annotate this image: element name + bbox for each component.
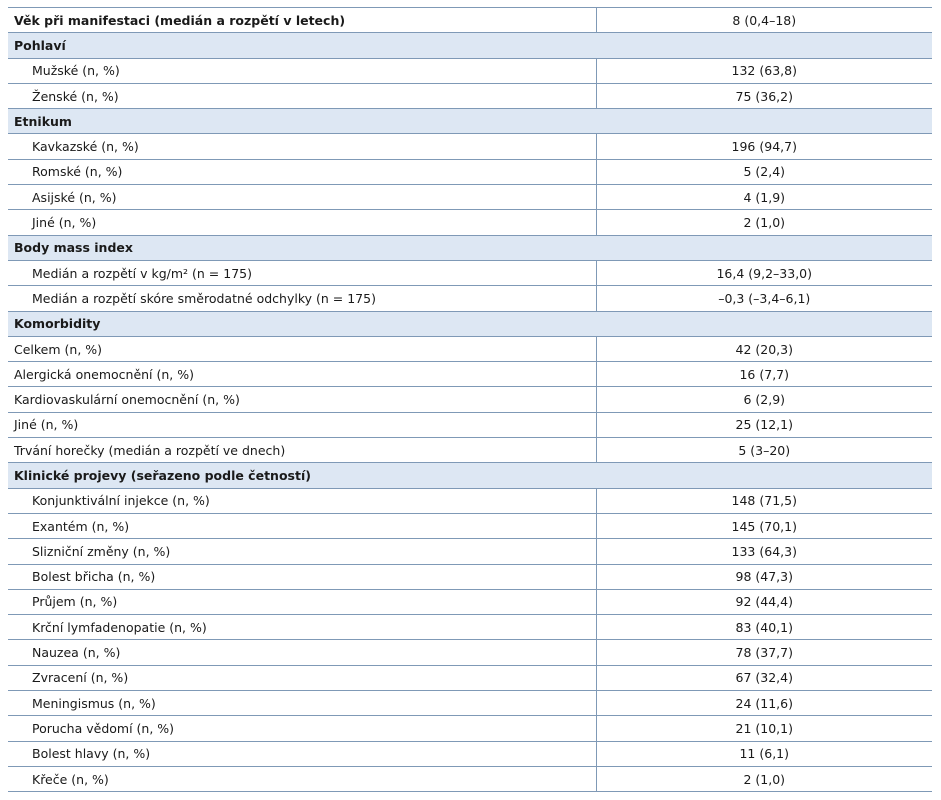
- row-label: Jiné (n, %): [8, 411, 597, 439]
- row-label: Konjunktivální injekce (n, %): [8, 487, 597, 514]
- row-label: Celkem (n, %): [8, 335, 597, 363]
- row-label: Kardiovaskulární onemocnění (n, %): [8, 386, 597, 413]
- row-label: Zvracení (n, %): [8, 664, 597, 692]
- table-row: Porucha vědomí (n, %) 21 (10,1): [8, 715, 932, 742]
- row-value: 145 (70,1): [596, 512, 932, 540]
- row-label: Kavkazské (n, %): [8, 133, 597, 160]
- table-body: Věk při manifestaci (medián a rozpětí v …: [8, 6, 932, 793]
- row-value: 98 (47,3): [596, 563, 932, 590]
- section-header-label: Komorbidity: [8, 310, 932, 337]
- row-label: Mužské (n, %): [8, 57, 597, 84]
- table-row: Průjem (n, %) 92 (44,4): [8, 588, 932, 616]
- row-value: 196 (94,7): [596, 133, 932, 160]
- table-row: Bolest hlavy (n, %) 11 (6,1): [8, 740, 932, 767]
- row-value: 5 (2,4): [596, 158, 932, 186]
- section-header-label: Etnikum: [8, 108, 932, 135]
- table-row: Meningismus (n, %) 24 (11,6): [8, 690, 932, 717]
- row-label: Trvání horečky (medián a rozpětí ve dnec…: [8, 437, 597, 464]
- table-row: Krční lymfadenopatie (n, %) 83 (40,1): [8, 614, 932, 641]
- row-value: 16,4 (9,2–33,0): [596, 259, 932, 287]
- table-row: Ženské (n, %) 75 (36,2): [8, 82, 932, 110]
- row-value: 24 (11,6): [596, 690, 932, 717]
- row-value: 78 (37,7): [596, 639, 932, 666]
- row-value: 2 (1,0): [596, 765, 932, 793]
- row-value: 148 (71,5): [596, 487, 932, 514]
- row-label: Krční lymfadenopatie (n, %): [8, 614, 597, 641]
- row-label: Věk při manifestaci (medián a rozpětí v …: [8, 6, 597, 34]
- row-value: 132 (63,8): [596, 57, 932, 84]
- table-row: Nauzea (n, %) 78 (37,7): [8, 639, 932, 666]
- row-label: Medián a rozpětí v kg/m² (n = 175): [8, 259, 597, 287]
- table-row: Zvracení (n, %) 67 (32,4): [8, 664, 932, 692]
- table-row: Kardiovaskulární onemocnění (n, %) 6 (2,9…: [8, 386, 932, 413]
- row-label: Asijské (n, %): [8, 184, 597, 211]
- row-label: Slizniční změny (n, %): [8, 538, 597, 565]
- row-value: 75 (36,2): [596, 82, 932, 110]
- row-value: 11 (6,1): [596, 740, 932, 767]
- table-row: Mužské (n, %) 132 (63,8): [8, 57, 932, 84]
- table-row: Celkem (n, %) 42 (20,3): [8, 335, 932, 363]
- row-label: Průjem (n, %): [8, 588, 597, 616]
- row-label: Nauzea (n, %): [8, 639, 597, 666]
- table-row: Medián a rozpětí v kg/m² (n = 175) 16,4 (…: [8, 259, 932, 287]
- row-label: Exantém (n, %): [8, 512, 597, 540]
- row-label: Křeče (n, %): [8, 765, 597, 793]
- section-header-row: Pohlaví: [8, 32, 932, 59]
- row-label: Alergická onemocnění (n, %): [8, 361, 597, 388]
- section-header-row: Klinické projevy (seřazeno podle četnost…: [8, 462, 932, 489]
- table-row: Exantém (n, %) 145 (70,1): [8, 512, 932, 540]
- row-label: Romské (n, %): [8, 158, 597, 186]
- patient-characteristics-table: Věk při manifestaci (medián a rozpětí v …: [8, 6, 932, 793]
- row-value: 83 (40,1): [596, 614, 932, 641]
- row-value: –0,3 (–3,4–6,1): [596, 285, 932, 312]
- table-row: Jiné (n, %) 2 (1,0): [8, 209, 932, 236]
- row-value: 8 (0,4–18): [596, 6, 932, 34]
- section-header-row: Body mass index: [8, 234, 932, 261]
- table-row: Křeče (n, %) 2 (1,0): [8, 765, 932, 793]
- table-row: Romské (n, %) 5 (2,4): [8, 158, 932, 186]
- table-row: Trvání horečky (medián a rozpětí ve dnec…: [8, 437, 932, 464]
- row-value: 4 (1,9): [596, 184, 932, 211]
- row-value: 21 (10,1): [596, 715, 932, 742]
- table-row: Bolest břicha (n, %) 98 (47,3): [8, 563, 932, 590]
- row-value: 16 (7,7): [596, 361, 932, 388]
- table-row: Věk při manifestaci (medián a rozpětí v …: [8, 6, 932, 34]
- row-label: Bolest hlavy (n, %): [8, 740, 597, 767]
- section-header-row: Komorbidity: [8, 310, 932, 337]
- row-value: 67 (32,4): [596, 664, 932, 692]
- section-header-row: Etnikum: [8, 108, 932, 135]
- row-label: Medián a rozpětí skóre směrodatné odchyl…: [8, 285, 597, 312]
- table-row: Kavkazské (n, %) 196 (94,7): [8, 133, 932, 160]
- table-row: Slizniční změny (n, %) 133 (64,3): [8, 538, 932, 565]
- row-value: 92 (44,4): [596, 588, 932, 616]
- row-label: Porucha vědomí (n, %): [8, 715, 597, 742]
- section-header-label: Klinické projevy (seřazeno podle četnost…: [8, 462, 932, 489]
- row-label: Bolest břicha (n, %): [8, 563, 597, 590]
- row-value: 25 (12,1): [596, 411, 932, 439]
- row-value: 6 (2,9): [596, 386, 932, 413]
- row-label: Meningismus (n, %): [8, 690, 597, 717]
- row-label: Ženské (n, %): [8, 82, 597, 110]
- table-row: Medián a rozpětí skóre směrodatné odchyl…: [8, 285, 932, 312]
- section-header-label: Pohlaví: [8, 32, 932, 59]
- row-value: 2 (1,0): [596, 209, 932, 236]
- table-row: Alergická onemocnění (n, %) 16 (7,7): [8, 361, 932, 388]
- section-header-label: Body mass index: [8, 234, 932, 261]
- table-row: Jiné (n, %) 25 (12,1): [8, 411, 932, 439]
- row-value: 42 (20,3): [596, 335, 932, 363]
- row-value: 5 (3–20): [596, 437, 932, 464]
- row-label: Jiné (n, %): [8, 209, 597, 236]
- table-row: Asijské (n, %) 4 (1,9): [8, 184, 932, 211]
- table-row: Konjunktivální injekce (n, %) 148 (71,5): [8, 487, 932, 514]
- row-value: 133 (64,3): [596, 538, 932, 565]
